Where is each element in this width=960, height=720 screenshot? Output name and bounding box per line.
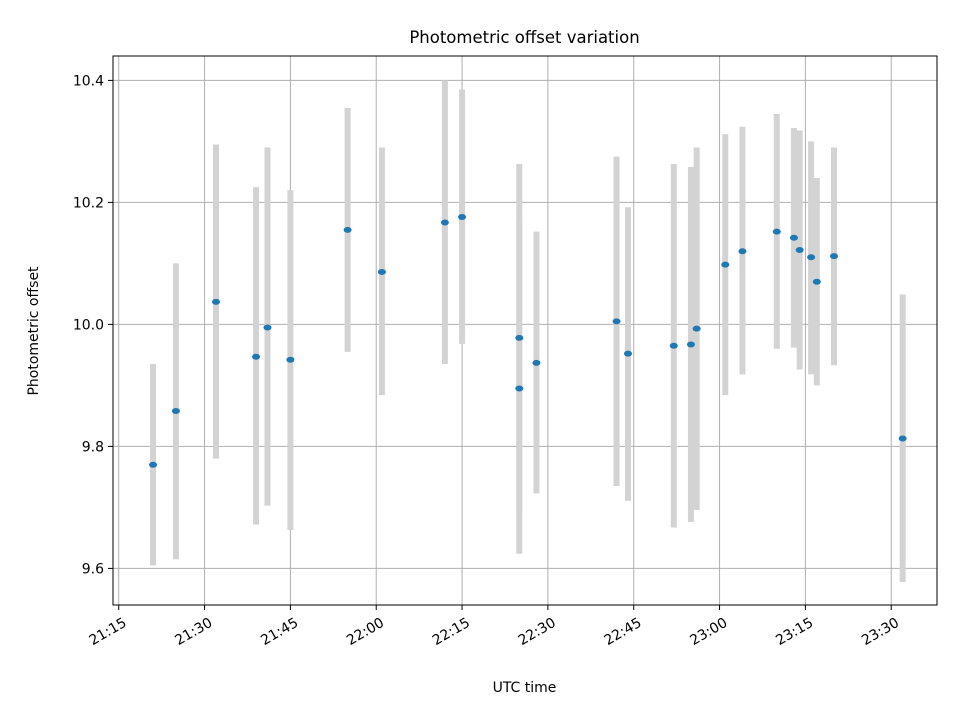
data-point <box>263 324 272 331</box>
data-point <box>830 253 838 260</box>
data-point <box>692 325 701 332</box>
data-point <box>898 435 907 442</box>
data-point <box>440 219 449 226</box>
data-point <box>343 226 352 233</box>
data-point <box>795 246 804 253</box>
y-tick-label: 10.4 <box>73 73 104 89</box>
data-points <box>149 214 907 468</box>
grid <box>113 56 937 605</box>
y-tick-label: 10.0 <box>73 317 104 333</box>
plot-frame <box>112 55 938 606</box>
y-tick-label: 9.8 <box>82 439 104 455</box>
data-point <box>149 461 158 468</box>
data-point <box>721 261 730 268</box>
data-point <box>252 353 261 360</box>
data-point <box>458 214 467 221</box>
data-point <box>212 298 220 305</box>
data-point <box>286 356 295 363</box>
y-axis-label: Photometric offset <box>26 266 42 396</box>
y-tick-label: 9.6 <box>82 561 104 577</box>
data-point <box>772 228 781 235</box>
x-axis-label: UTC time <box>493 680 557 696</box>
data-point <box>377 268 386 275</box>
data-point <box>624 350 632 357</box>
chart-title: Photometric offset variation <box>409 28 639 47</box>
data-point <box>612 318 621 325</box>
data-point <box>738 248 747 255</box>
data-point <box>515 385 524 392</box>
data-point <box>686 341 695 348</box>
y-tick-label: 10.2 <box>73 195 104 211</box>
data-point <box>812 278 821 285</box>
y-axis: 9.6 9.8 10.0 10.2 10.4 <box>73 73 113 577</box>
data-point <box>532 359 541 366</box>
data-point <box>515 334 524 341</box>
data-point <box>807 254 816 261</box>
data-point <box>669 342 678 349</box>
data-point <box>171 408 180 415</box>
data-point <box>789 234 798 241</box>
